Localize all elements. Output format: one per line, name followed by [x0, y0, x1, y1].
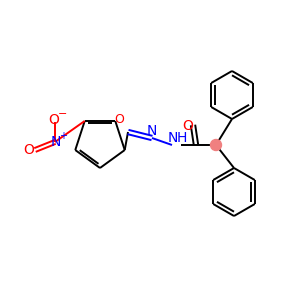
Text: N: N [147, 124, 157, 138]
Text: O: O [24, 143, 34, 157]
Text: O: O [49, 113, 59, 127]
Text: O: O [114, 113, 124, 127]
Text: O: O [183, 119, 194, 133]
Text: −: − [58, 109, 68, 119]
Text: H: H [177, 131, 187, 145]
Text: +: + [59, 131, 67, 141]
Circle shape [211, 140, 221, 151]
Text: N: N [51, 135, 61, 149]
Text: N: N [168, 131, 178, 145]
